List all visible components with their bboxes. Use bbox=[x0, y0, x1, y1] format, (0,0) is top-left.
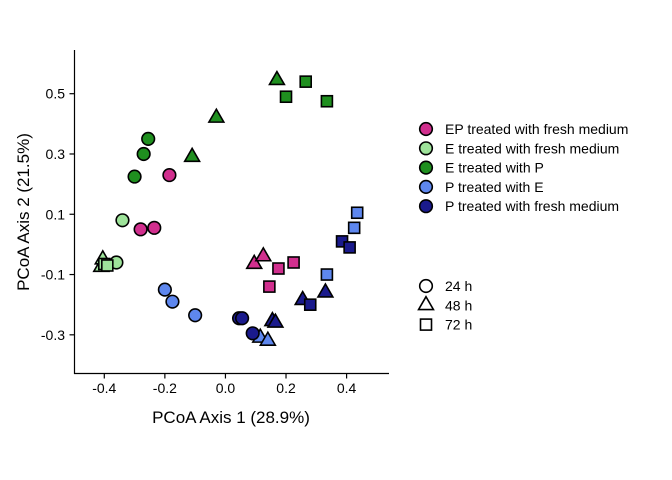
shape-legend: 24 h 48 h 72 h bbox=[417, 278, 472, 333]
color-legend: EP treated with fresh medium E treated wi… bbox=[418, 121, 628, 214]
data-point bbox=[266, 312, 285, 328]
legend-color-key bbox=[418, 199, 434, 214]
legend-color-label: E treated with P bbox=[445, 160, 544, 176]
data-point bbox=[299, 75, 313, 88]
data-points bbox=[92, 69, 364, 346]
y-tick-label: 0.3 bbox=[46, 146, 66, 162]
x-tick-label: -0.2 bbox=[153, 380, 177, 396]
data-point bbox=[183, 146, 201, 163]
legend-color-label: P treated with E bbox=[445, 179, 544, 195]
legend-color-label: EP treated with fresh medium bbox=[445, 121, 628, 137]
data-point bbox=[136, 146, 151, 162]
legend-shape-key bbox=[417, 295, 435, 311]
data-point bbox=[133, 222, 148, 237]
legend-color-key bbox=[418, 179, 434, 194]
x-ticks: -0.4 -0.2 0.0 0.2 0.4 bbox=[92, 374, 357, 396]
data-point bbox=[235, 311, 250, 326]
data-point bbox=[268, 69, 286, 86]
data-point bbox=[141, 131, 156, 147]
data-point bbox=[316, 282, 335, 298]
data-point bbox=[279, 90, 293, 104]
legend-color-key bbox=[418, 160, 434, 175]
data-point bbox=[347, 221, 361, 235]
data-point bbox=[343, 241, 356, 254]
legend-color-label: E treated with fresh medium bbox=[445, 140, 619, 156]
data-point bbox=[350, 206, 364, 220]
y-tick-label: 0.1 bbox=[46, 206, 66, 222]
data-point bbox=[207, 107, 226, 123]
legend-shape-label: 48 h bbox=[445, 297, 472, 313]
x-tick-label: -0.4 bbox=[92, 380, 116, 396]
data-point bbox=[320, 94, 334, 108]
x-tick-label: 0.2 bbox=[276, 380, 296, 396]
x-axis-title: PCoA Axis 1 (28.9%) bbox=[152, 408, 310, 427]
y-tick-label: 0.5 bbox=[46, 86, 66, 102]
legend-color-key bbox=[418, 141, 434, 156]
data-point bbox=[147, 220, 162, 235]
y-tick-label: -0.1 bbox=[41, 267, 65, 283]
data-point bbox=[303, 298, 317, 311]
data-point bbox=[101, 259, 114, 272]
data-point bbox=[320, 268, 334, 281]
y-axis-title: PCoA Axis 2 (21.5%) bbox=[14, 133, 33, 291]
y-ticks: -0.3 -0.1 0.1 0.3 0.5 bbox=[41, 86, 74, 343]
legend-shape-key bbox=[419, 318, 433, 331]
y-tick-label: -0.3 bbox=[41, 327, 65, 343]
data-point bbox=[272, 262, 285, 275]
data-point bbox=[245, 253, 264, 270]
legend-color-label: P treated with fresh medium bbox=[445, 198, 619, 214]
data-point bbox=[254, 246, 273, 262]
axes: -0.4 -0.2 0.0 0.2 0.4 -0.3 -0.1 0.1 0.3 0.5 bbox=[41, 50, 389, 396]
x-tick-label: 0.4 bbox=[337, 380, 357, 396]
legend-color-key bbox=[418, 121, 434, 137]
data-point bbox=[165, 294, 180, 309]
data-point bbox=[188, 308, 203, 323]
data-point bbox=[259, 330, 277, 346]
legend-shape-key bbox=[418, 278, 434, 294]
data-point bbox=[115, 213, 130, 228]
data-point bbox=[245, 326, 260, 341]
legend-shape-label: 24 h bbox=[445, 278, 472, 294]
legend-shape-label: 72 h bbox=[445, 317, 472, 333]
x-tick-label: 0.0 bbox=[216, 380, 236, 396]
data-point bbox=[287, 256, 300, 269]
data-point bbox=[263, 280, 276, 293]
data-point bbox=[162, 167, 177, 183]
data-point bbox=[157, 282, 172, 297]
data-point bbox=[127, 169, 142, 184]
